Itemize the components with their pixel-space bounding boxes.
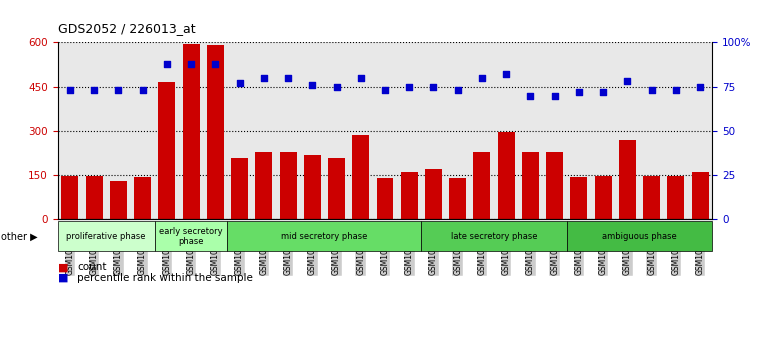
Point xyxy=(621,79,634,84)
Bar xyxy=(304,155,321,219)
Point xyxy=(524,93,537,98)
Bar xyxy=(159,82,176,219)
Point xyxy=(282,75,294,81)
Point xyxy=(597,89,609,95)
Bar xyxy=(449,178,466,219)
Bar xyxy=(619,141,636,219)
Text: other ▶: other ▶ xyxy=(1,231,38,241)
Point xyxy=(427,84,440,90)
Point xyxy=(209,61,222,67)
Point xyxy=(500,72,512,77)
Bar xyxy=(377,178,393,219)
Bar xyxy=(400,172,417,219)
Point xyxy=(670,87,682,93)
Point xyxy=(88,87,100,93)
Point xyxy=(233,80,246,86)
Bar xyxy=(425,169,442,219)
Bar xyxy=(62,176,79,219)
Point xyxy=(258,75,270,81)
Bar xyxy=(522,152,539,219)
Bar xyxy=(207,45,224,219)
Bar xyxy=(256,152,273,219)
Bar xyxy=(668,176,685,219)
Bar xyxy=(546,152,563,219)
Bar xyxy=(571,177,588,219)
Bar xyxy=(497,132,514,219)
Text: mid secretory phase: mid secretory phase xyxy=(281,232,367,241)
Text: GDS2052 / 226013_at: GDS2052 / 226013_at xyxy=(58,22,196,35)
Text: ■: ■ xyxy=(58,262,69,272)
Point xyxy=(136,87,149,93)
Point xyxy=(476,75,488,81)
Text: ambiguous phase: ambiguous phase xyxy=(602,232,677,241)
Point xyxy=(548,93,561,98)
Bar xyxy=(353,135,370,219)
Bar xyxy=(474,152,490,219)
Text: percentile rank within the sample: percentile rank within the sample xyxy=(77,273,253,283)
Point xyxy=(330,84,343,90)
Bar xyxy=(85,176,102,219)
Text: early secretory
phase: early secretory phase xyxy=(159,227,223,246)
Text: ■: ■ xyxy=(58,273,69,283)
Point xyxy=(379,87,391,93)
Bar xyxy=(231,158,248,219)
Point xyxy=(161,61,173,67)
Point xyxy=(355,75,367,81)
Bar xyxy=(691,172,708,219)
Point xyxy=(451,87,464,93)
Point xyxy=(694,84,706,90)
Point xyxy=(645,87,658,93)
Bar xyxy=(182,44,199,219)
Point xyxy=(306,82,319,88)
Text: proliferative phase: proliferative phase xyxy=(66,232,146,241)
Bar xyxy=(110,181,127,219)
Bar xyxy=(594,176,611,219)
Point xyxy=(185,61,197,67)
Point xyxy=(573,89,585,95)
Text: count: count xyxy=(77,262,106,272)
Bar xyxy=(134,177,151,219)
Bar xyxy=(328,158,345,219)
Text: late secretory phase: late secretory phase xyxy=(450,232,537,241)
Point xyxy=(112,87,125,93)
Point xyxy=(64,87,76,93)
Bar xyxy=(643,176,660,219)
Point xyxy=(403,84,415,90)
Bar xyxy=(280,152,296,219)
